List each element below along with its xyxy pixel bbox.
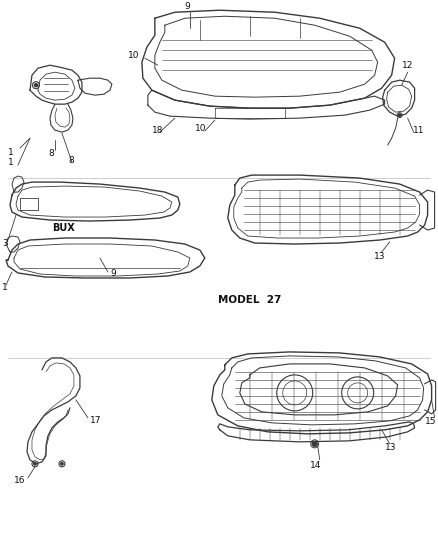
Text: 13: 13 — [374, 252, 385, 261]
Text: 3: 3 — [2, 239, 8, 247]
Text: 13: 13 — [385, 443, 396, 453]
Text: 14: 14 — [310, 462, 321, 470]
Text: 10: 10 — [128, 51, 139, 60]
Text: MODEL  27: MODEL 27 — [218, 295, 281, 305]
Text: 8: 8 — [68, 156, 74, 165]
Text: 10: 10 — [195, 124, 206, 133]
Text: 1: 1 — [2, 284, 8, 293]
Text: 17: 17 — [90, 416, 102, 425]
Text: 9: 9 — [110, 270, 116, 279]
Circle shape — [399, 114, 401, 116]
Text: BUX: BUX — [52, 223, 75, 233]
Text: 15: 15 — [424, 417, 436, 426]
Text: 12: 12 — [402, 61, 413, 70]
Text: 11: 11 — [413, 126, 424, 135]
Text: 16: 16 — [14, 477, 25, 486]
Circle shape — [312, 441, 317, 446]
Circle shape — [34, 463, 36, 465]
Text: 18: 18 — [152, 126, 163, 135]
Text: 1: 1 — [8, 148, 14, 157]
Circle shape — [35, 84, 38, 87]
Circle shape — [61, 463, 63, 465]
Text: 9: 9 — [185, 2, 191, 11]
Text: 8: 8 — [48, 149, 54, 158]
Text: 1: 1 — [8, 158, 14, 167]
